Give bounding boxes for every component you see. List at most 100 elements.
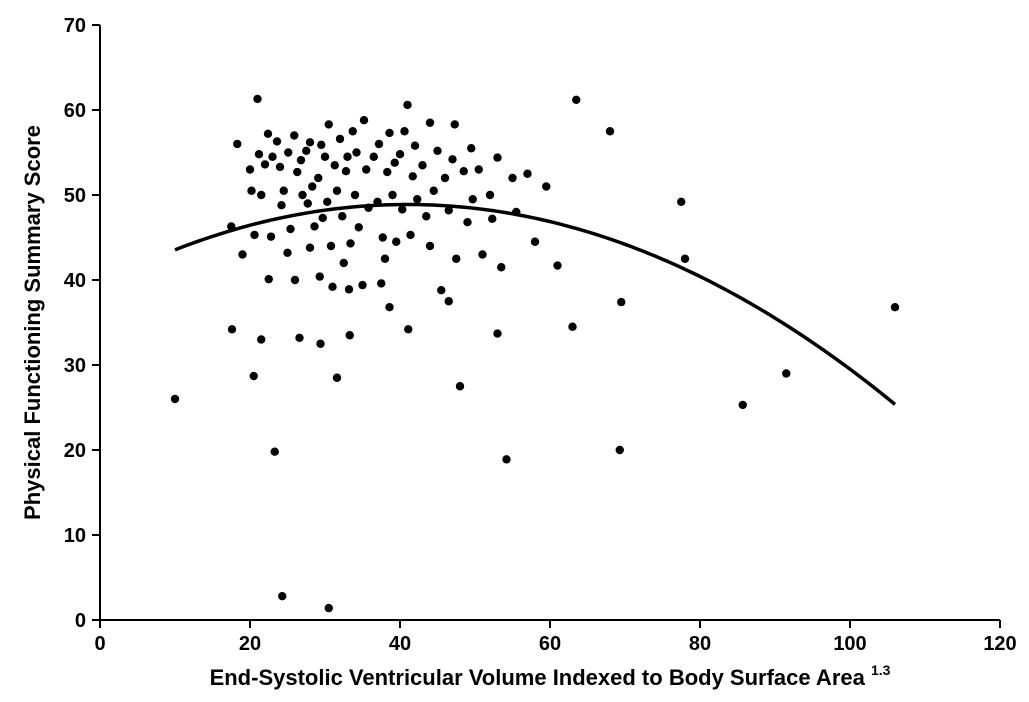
data-point — [523, 170, 531, 178]
data-point — [385, 129, 393, 137]
data-point — [411, 142, 419, 150]
data-point — [388, 191, 396, 199]
data-point — [617, 298, 625, 306]
data-point — [246, 165, 254, 173]
data-point — [392, 238, 400, 246]
data-point — [250, 372, 258, 380]
data-point — [314, 174, 322, 182]
data-point — [352, 148, 360, 156]
data-point — [333, 187, 341, 195]
data-point — [255, 150, 263, 158]
data-point — [277, 201, 285, 209]
data-point — [441, 174, 449, 182]
data-point — [493, 153, 501, 161]
y-tick-label: 60 — [64, 100, 86, 122]
data-point — [264, 130, 272, 138]
data-point — [493, 329, 501, 337]
data-point — [418, 161, 426, 169]
data-point — [370, 153, 378, 161]
data-point — [345, 285, 353, 293]
data-point — [488, 215, 496, 223]
data-point — [349, 127, 357, 135]
data-point — [340, 259, 348, 267]
data-point — [413, 195, 421, 203]
data-point — [460, 167, 468, 175]
data-point — [677, 198, 685, 206]
data-point — [250, 231, 258, 239]
data-point — [426, 119, 434, 127]
data-point — [290, 131, 298, 139]
data-point — [286, 225, 294, 233]
data-point — [338, 212, 346, 220]
data-point — [452, 255, 460, 263]
data-point — [406, 231, 414, 239]
data-point — [381, 255, 389, 263]
scatter-chart: 020406080100120010203040506070Physical F… — [0, 0, 1029, 702]
data-point — [475, 165, 483, 173]
data-point — [391, 159, 399, 167]
data-point — [451, 120, 459, 128]
data-point — [293, 168, 301, 176]
data-point — [257, 191, 265, 199]
data-point — [404, 325, 412, 333]
data-point — [430, 187, 438, 195]
data-point — [531, 238, 539, 246]
data-point — [328, 283, 336, 291]
data-point — [261, 160, 269, 168]
axes — [100, 25, 1000, 620]
data-point — [298, 191, 306, 199]
x-axis-label: End-Systolic Ventricular Volume Indexed … — [210, 662, 891, 690]
data-point — [257, 335, 265, 343]
data-point — [346, 239, 354, 247]
data-point — [358, 281, 366, 289]
data-point — [891, 303, 899, 311]
data-point — [283, 249, 291, 257]
data-point — [360, 116, 368, 124]
data-point — [396, 150, 404, 158]
data-point — [616, 446, 624, 454]
y-tick-label: 20 — [64, 440, 86, 462]
data-point — [681, 255, 689, 263]
data-point — [253, 95, 261, 103]
data-point — [317, 141, 325, 149]
x-tick-label: 120 — [983, 633, 1016, 655]
x-tick-label: 40 — [389, 633, 411, 655]
data-point — [606, 127, 614, 135]
data-point — [306, 138, 314, 146]
data-point — [467, 144, 475, 152]
data-point — [448, 155, 456, 163]
data-point — [445, 297, 453, 305]
data-point — [267, 232, 275, 240]
data-point — [469, 195, 477, 203]
data-point — [271, 448, 279, 456]
data-point — [463, 218, 471, 226]
data-point — [280, 187, 288, 195]
x-tick-label: 60 — [539, 633, 561, 655]
data-point — [377, 279, 385, 287]
x-tick-label: 0 — [94, 633, 105, 655]
data-point — [333, 374, 341, 382]
data-point — [302, 147, 310, 155]
data-point — [502, 455, 510, 463]
data-point — [508, 174, 516, 182]
data-point — [319, 214, 327, 222]
data-point — [422, 212, 430, 220]
chart-svg: 020406080100120010203040506070Physical F… — [0, 0, 1029, 702]
data-point — [295, 334, 303, 342]
data-point — [542, 182, 550, 190]
data-point — [739, 401, 747, 409]
data-point — [362, 165, 370, 173]
data-point — [265, 275, 273, 283]
data-point — [331, 161, 339, 169]
data-point — [171, 395, 179, 403]
y-axis-label: Physical Functioning Summary Score — [20, 125, 45, 520]
data-point — [355, 223, 363, 231]
data-point — [409, 172, 417, 180]
data-point — [306, 244, 314, 252]
data-point — [284, 148, 292, 156]
data-point — [403, 101, 411, 109]
data-point — [327, 242, 335, 250]
data-point — [321, 153, 329, 161]
data-point — [572, 96, 580, 104]
data-point — [228, 325, 236, 333]
